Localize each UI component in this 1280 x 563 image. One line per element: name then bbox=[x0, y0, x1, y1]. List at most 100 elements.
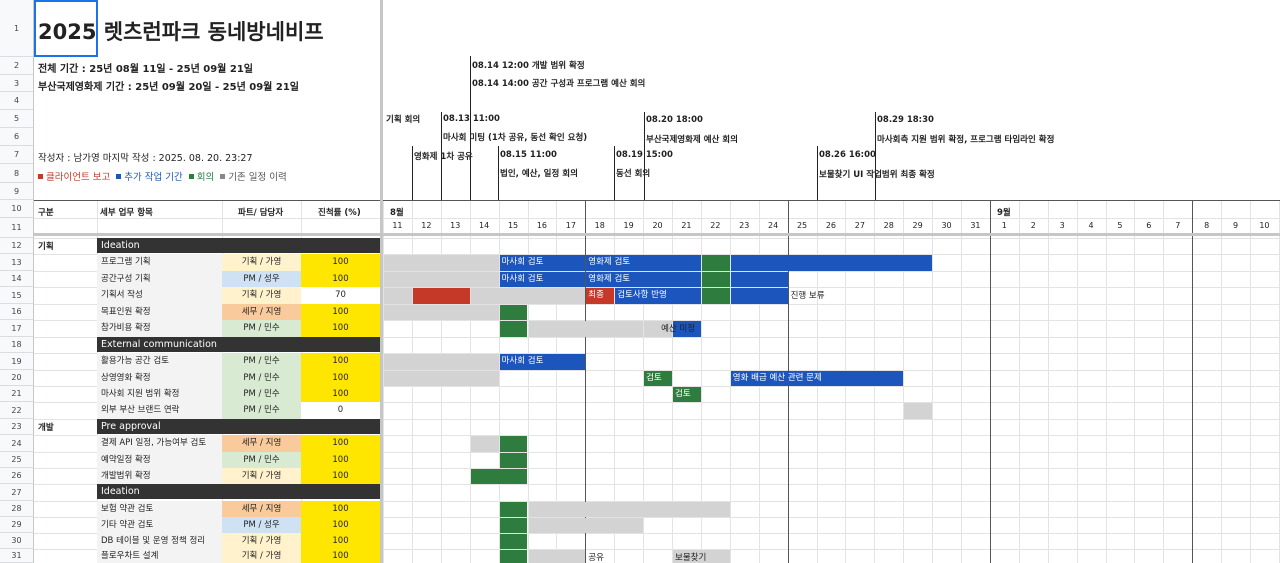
day-cell[interactable]: 29 bbox=[912, 221, 923, 230]
task-part[interactable]: PM / 민수 bbox=[222, 402, 301, 419]
gantt-bar[interactable] bbox=[499, 321, 528, 337]
day-cell[interactable]: 11 bbox=[392, 221, 403, 230]
task-progress[interactable]: 100 bbox=[301, 501, 380, 517]
day-cell[interactable]: 10 bbox=[1259, 221, 1270, 230]
task-name[interactable]: 기획서 작성 bbox=[97, 287, 222, 304]
gantt-bar[interactable] bbox=[384, 255, 499, 271]
task-progress[interactable]: 100 bbox=[301, 452, 380, 468]
row-number[interactable]: 2 bbox=[0, 57, 34, 75]
task-name[interactable]: 개발범위 확정 bbox=[97, 468, 222, 484]
gantt-bar[interactable] bbox=[470, 436, 499, 452]
task-part[interactable]: PM / 민수 bbox=[222, 452, 301, 468]
gantt-bar-labeled[interactable]: 검토 bbox=[673, 387, 701, 402]
task-name[interactable]: DB 테이블 및 운영 정책 정리 bbox=[97, 533, 222, 549]
day-cell[interactable]: 7 bbox=[1175, 221, 1181, 230]
gantt-bar[interactable] bbox=[673, 321, 701, 337]
row-number[interactable]: 5 bbox=[0, 110, 34, 128]
row-number[interactable]: 10 bbox=[0, 200, 34, 218]
gantt-bar[interactable] bbox=[470, 288, 586, 304]
day-cell[interactable]: 25 bbox=[796, 221, 808, 230]
day-cell[interactable]: 28 bbox=[883, 221, 894, 230]
frozen-row-divider[interactable] bbox=[34, 233, 1280, 236]
task-name[interactable]: 참가비용 확정 bbox=[97, 320, 222, 337]
gantt-bar[interactable] bbox=[730, 288, 788, 304]
gantt-bar[interactable] bbox=[701, 255, 730, 271]
row-number[interactable]: 27 bbox=[0, 484, 34, 501]
task-progress[interactable]: 100 bbox=[301, 304, 380, 320]
task-part[interactable]: 세무 / 지영 bbox=[222, 304, 301, 320]
task-progress[interactable]: 100 bbox=[301, 254, 380, 271]
row-number[interactable]: 22 bbox=[0, 402, 34, 419]
row-number[interactable]: 30 bbox=[0, 533, 34, 549]
gantt-bar[interactable] bbox=[673, 550, 730, 563]
task-part[interactable]: 기획 / 가영 bbox=[222, 549, 301, 563]
day-cell[interactable]: 15 bbox=[507, 221, 519, 230]
day-cell[interactable]: 12 bbox=[421, 221, 432, 230]
task-name[interactable]: 기타 약관 검토 bbox=[97, 517, 222, 533]
day-cell[interactable]: 23 bbox=[739, 221, 750, 230]
gantt-bar-labeled[interactable]: 영화제 검토 bbox=[586, 255, 701, 271]
day-cell[interactable]: 9 bbox=[1232, 221, 1239, 230]
row-number[interactable]: 1 bbox=[0, 0, 34, 57]
day-cell[interactable]: 21 bbox=[681, 221, 692, 230]
gantt-bar[interactable] bbox=[384, 272, 499, 287]
row-number[interactable]: 15 bbox=[0, 287, 34, 304]
gantt-bar[interactable] bbox=[384, 354, 499, 370]
row-number[interactable]: 20 bbox=[0, 370, 34, 386]
gantt-bar-labeled[interactable]: 마사회 검토 bbox=[499, 354, 586, 370]
task-name[interactable]: 보험 약관 검토 bbox=[97, 501, 222, 517]
task-name[interactable]: 목표인원 확정 bbox=[97, 304, 222, 320]
gantt-bar[interactable] bbox=[730, 255, 933, 271]
day-cell[interactable]: 24 bbox=[768, 221, 779, 230]
row-number[interactable]: 24 bbox=[0, 435, 34, 452]
task-progress[interactable]: 100 bbox=[301, 435, 380, 452]
gantt-bar-labeled[interactable]: 영화제 검토 bbox=[586, 272, 701, 287]
task-part[interactable]: PM / 민수 bbox=[222, 353, 301, 370]
gantt-bar[interactable] bbox=[499, 502, 528, 517]
task-part[interactable]: PM / 성우 bbox=[222, 517, 301, 533]
task-name[interactable]: 마사회 지원 범위 확정 bbox=[97, 386, 222, 402]
gantt-bar[interactable] bbox=[470, 469, 528, 484]
gantt-bar[interactable] bbox=[499, 534, 528, 549]
day-cell[interactable]: 6 bbox=[1146, 221, 1152, 230]
row-number[interactable]: 11 bbox=[0, 218, 34, 238]
row-number[interactable]: 16 bbox=[0, 304, 34, 320]
day-cell[interactable]: 30 bbox=[941, 221, 952, 230]
task-progress[interactable]: 100 bbox=[301, 468, 380, 484]
row-number[interactable]: 29 bbox=[0, 517, 34, 533]
task-progress[interactable]: 100 bbox=[301, 370, 380, 386]
task-progress[interactable]: 100 bbox=[301, 320, 380, 337]
task-part[interactable]: 기획 / 가영 bbox=[222, 254, 301, 271]
row-number[interactable]: 25 bbox=[0, 452, 34, 468]
task-name[interactable]: 활용가능 공간 검토 bbox=[97, 353, 222, 370]
gantt-bar[interactable] bbox=[499, 550, 528, 563]
day-cell[interactable]: 19 bbox=[623, 221, 634, 230]
gantt-bar[interactable] bbox=[384, 371, 499, 386]
row-number[interactable]: 8 bbox=[0, 164, 34, 183]
row-number[interactable]: 17 bbox=[0, 320, 34, 337]
day-cell[interactable]: 31 bbox=[970, 221, 981, 230]
task-progress[interactable]: 100 bbox=[301, 386, 380, 402]
row-number[interactable]: 3 bbox=[0, 75, 34, 92]
gantt-bar-labeled[interactable]: 영화 배급 예산 관련 문제 bbox=[730, 371, 904, 386]
selected-cell[interactable] bbox=[34, 0, 98, 57]
task-name[interactable]: 예약일정 확정 bbox=[97, 452, 222, 468]
day-cell[interactable]: 26 bbox=[825, 221, 837, 230]
task-part[interactable]: PM / 민수 bbox=[222, 370, 301, 386]
task-part[interactable]: PM / 민수 bbox=[222, 320, 301, 337]
task-progress[interactable]: 100 bbox=[301, 549, 380, 563]
gantt-bar[interactable] bbox=[701, 288, 730, 304]
task-name[interactable]: 공간구성 기획 bbox=[97, 271, 222, 287]
task-progress[interactable]: 0 bbox=[301, 402, 380, 419]
day-cell[interactable]: 4 bbox=[1088, 221, 1094, 230]
row-number[interactable]: 21 bbox=[0, 386, 34, 402]
gantt-bar[interactable] bbox=[528, 518, 644, 533]
gantt-bar[interactable] bbox=[644, 321, 672, 337]
row-number[interactable]: 13 bbox=[0, 254, 34, 271]
gantt-bar[interactable] bbox=[499, 453, 528, 468]
gantt-bar[interactable] bbox=[528, 550, 586, 563]
day-cell[interactable]: 5 bbox=[1117, 221, 1123, 230]
day-cell[interactable]: 13 bbox=[450, 221, 461, 230]
day-cell[interactable]: 1 bbox=[1001, 221, 1007, 230]
day-cell[interactable]: 20 bbox=[652, 221, 663, 230]
